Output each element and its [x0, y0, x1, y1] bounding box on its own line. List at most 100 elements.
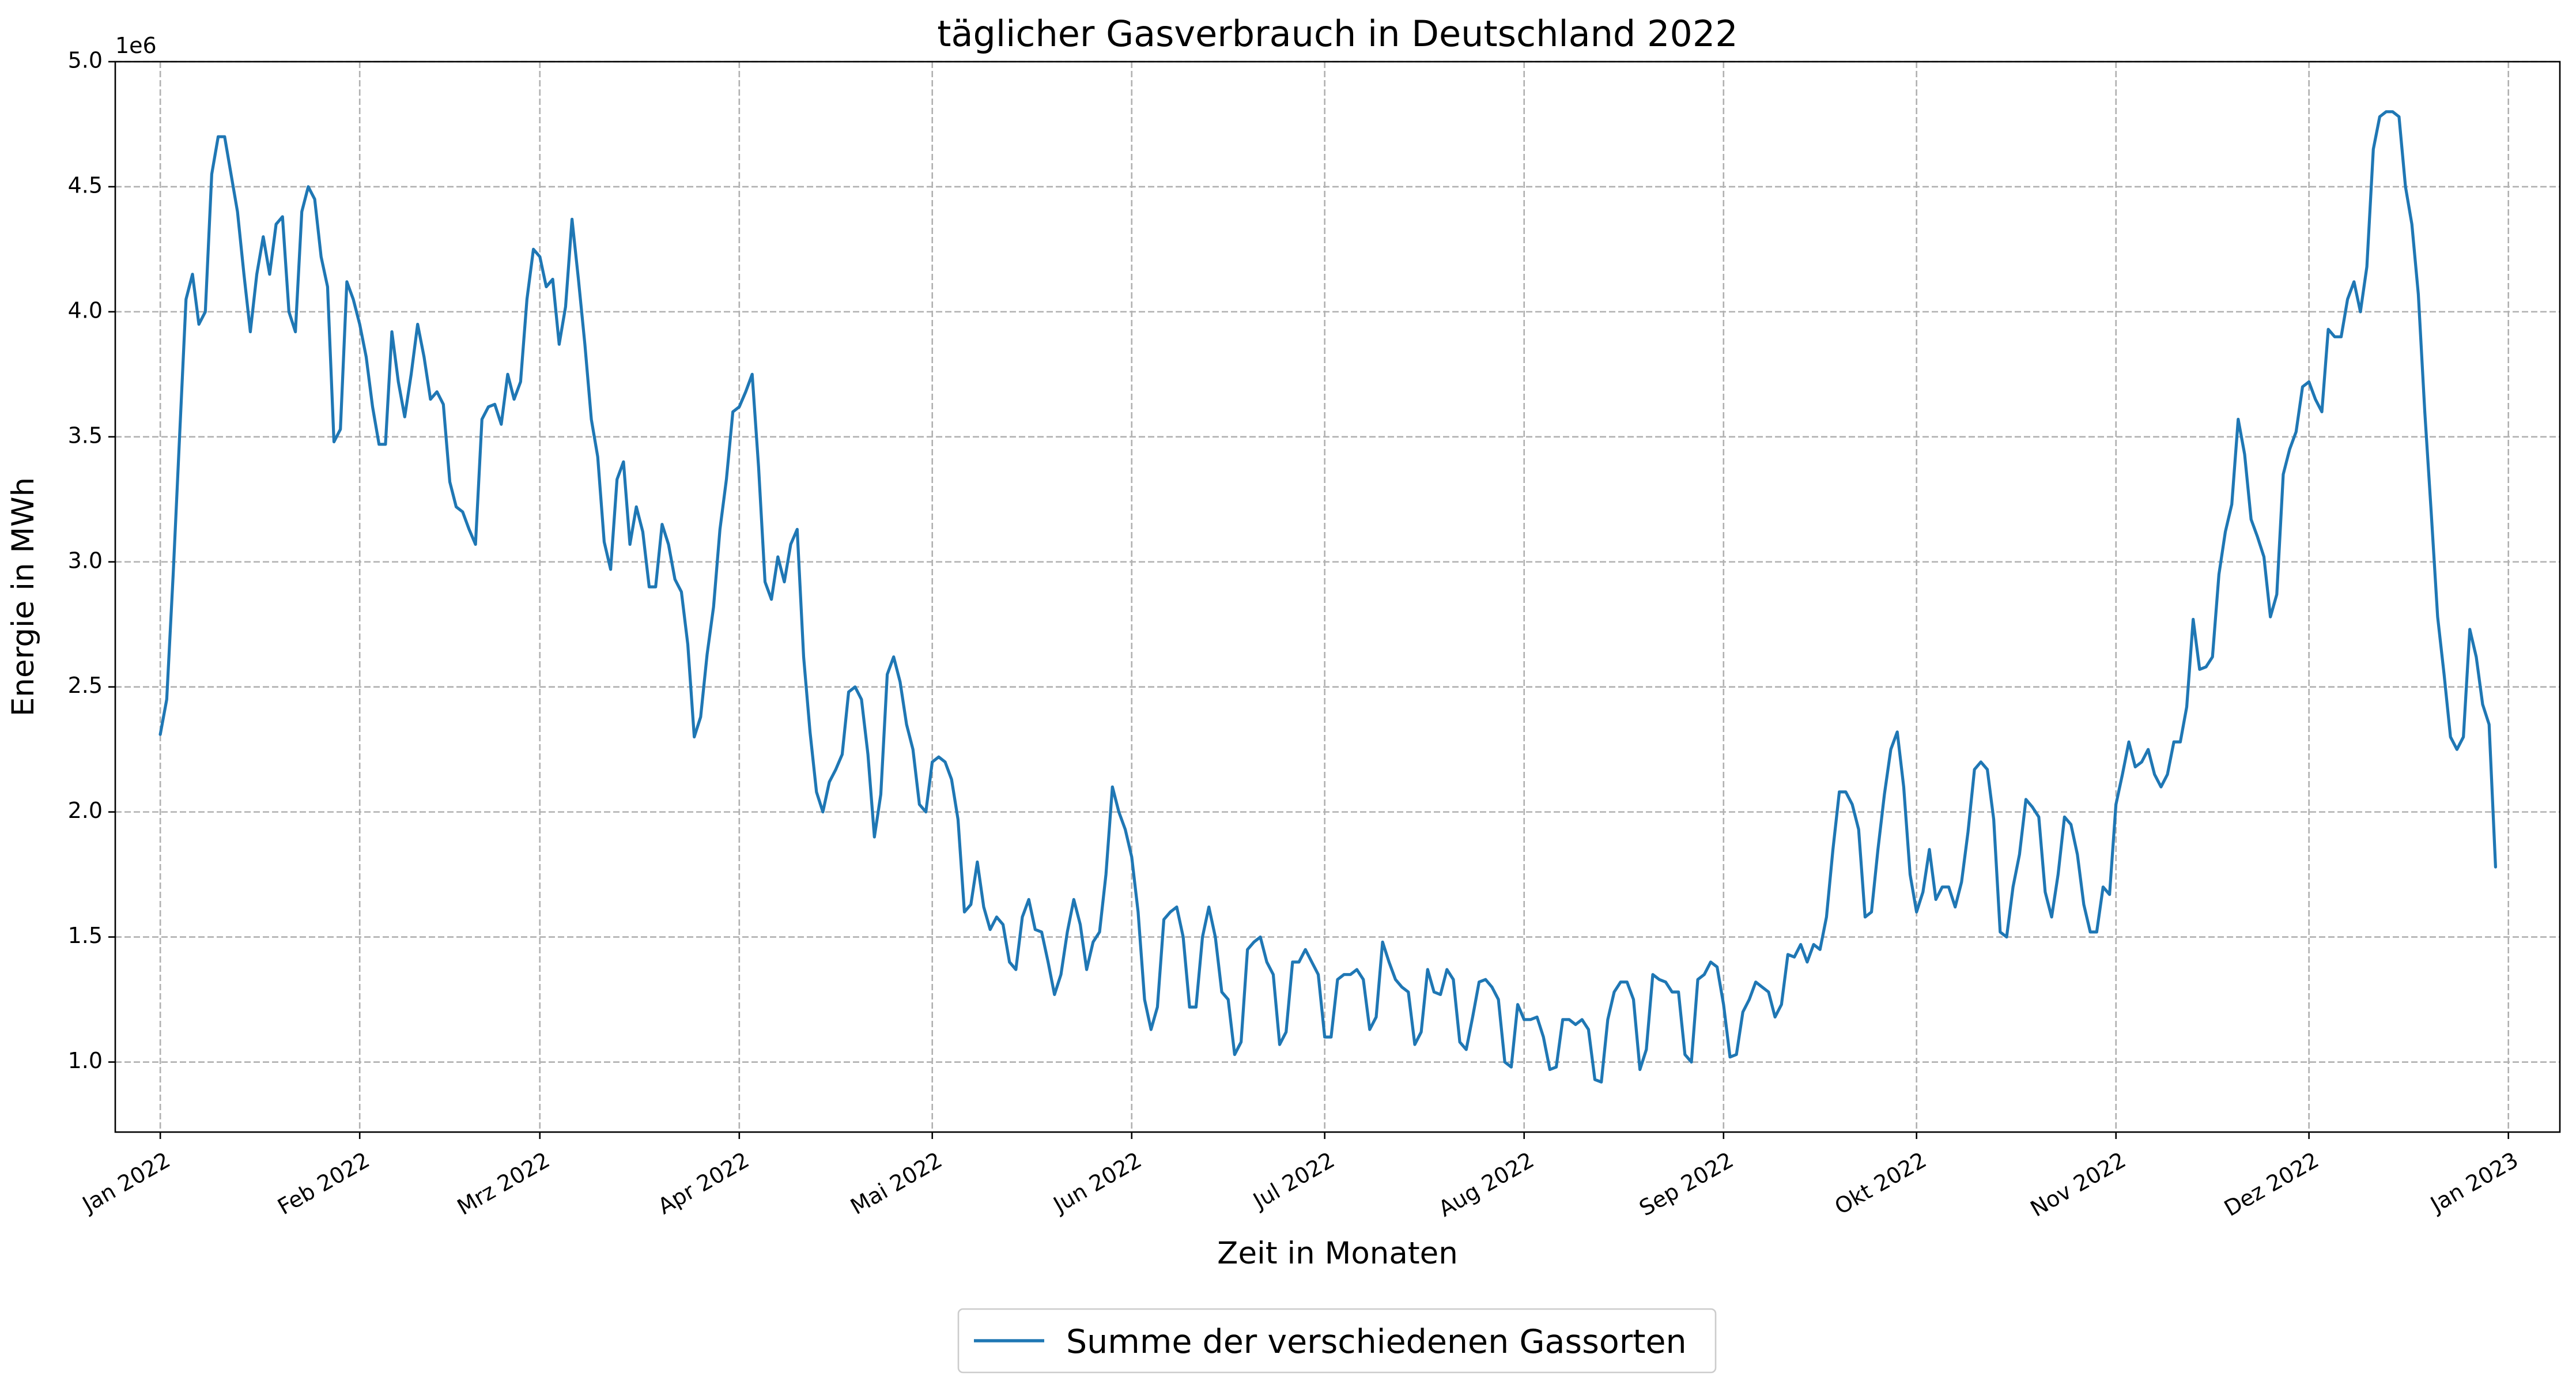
data-point: [1851, 803, 1854, 806]
data-point: [982, 906, 985, 908]
data-point: [2391, 110, 2394, 113]
data-point: [2031, 805, 2034, 808]
data-point: [2173, 741, 2175, 744]
data-point: [2018, 853, 2021, 856]
data-point: [1117, 810, 1120, 813]
y-axis-label: Energie in MWh: [6, 477, 41, 716]
data-point: [1336, 978, 1339, 981]
x-tick-label: Aug 2022: [1434, 1147, 1538, 1222]
data-point: [937, 756, 940, 759]
data-point: [2121, 773, 2124, 776]
data-point: [1523, 1018, 1525, 1021]
data-point: [500, 423, 503, 426]
data-point: [1606, 1018, 1609, 1021]
data-point: [1091, 941, 1094, 944]
data-point: [2218, 573, 2220, 576]
data-point: [384, 443, 387, 446]
data-point: [1329, 1036, 1332, 1039]
data-point: [1252, 941, 1255, 944]
data-point: [1002, 923, 1004, 926]
data-point: [1742, 1010, 1744, 1013]
data-point: [1915, 911, 1918, 914]
data-point: [1278, 1043, 1281, 1046]
data-point: [943, 760, 946, 763]
data-point: [2456, 748, 2458, 751]
data-point: [552, 278, 554, 281]
data-point: [294, 330, 297, 333]
data-point: [873, 835, 876, 838]
data-point: [1677, 990, 1680, 993]
data-point: [1195, 1006, 1198, 1009]
data-point: [229, 173, 232, 176]
data-point: [1645, 1048, 1648, 1051]
data-point: [1980, 760, 1982, 763]
data-point: [2082, 903, 2085, 906]
data-point: [2192, 618, 2194, 621]
data-point: [2179, 741, 2182, 744]
data-point: [262, 235, 265, 238]
data-point: [1709, 960, 1712, 963]
data-point: [1059, 973, 1062, 976]
data-point: [1079, 923, 1082, 926]
data-point: [2147, 748, 2150, 751]
data-point: [461, 510, 464, 513]
data-point: [1774, 1016, 1777, 1019]
data-point: [731, 410, 734, 413]
x-tick-label: Mai 2022: [846, 1147, 946, 1220]
data-point: [1567, 1018, 1570, 1021]
data-point: [2275, 593, 2278, 596]
data-point: [1896, 730, 1899, 733]
plot-frame: [114, 61, 2561, 1133]
x-tick-label: Dez 2022: [2220, 1147, 2323, 1221]
data-point: [1085, 968, 1088, 971]
data-point: [1671, 990, 1674, 993]
data-point: [1870, 911, 1873, 914]
data-point: [1047, 960, 1049, 963]
data-point: [2063, 816, 2066, 819]
data-point: [1452, 978, 1455, 981]
data-point: [2494, 866, 2497, 869]
data-point: [2436, 616, 2439, 618]
data-point: [1233, 1053, 1236, 1056]
series-line: [158, 110, 2497, 1084]
data-point: [2269, 616, 2272, 618]
data-point: [1780, 1003, 1783, 1006]
data-point: [1876, 848, 1879, 851]
data-point: [1600, 1081, 1603, 1084]
data-point: [1838, 790, 1841, 793]
data-point: [268, 273, 271, 276]
data-point: [1008, 960, 1011, 963]
data-point: [217, 135, 220, 138]
data-point: [1259, 936, 1261, 938]
data-point: [674, 578, 677, 581]
data-point: [442, 403, 445, 406]
data-point: [790, 543, 792, 546]
data-point: [629, 543, 632, 546]
data-point: [744, 390, 747, 393]
data-point: [487, 405, 490, 408]
y-tick-label: 3.0: [68, 548, 103, 573]
data-point: [1246, 948, 1249, 951]
data-point: [1272, 973, 1275, 976]
data-point: [410, 373, 413, 376]
y-tick-label: 2.5: [68, 673, 103, 698]
data-point: [1529, 1018, 1532, 1021]
data-point: [255, 273, 258, 276]
data-point: [1420, 1031, 1423, 1034]
data-point: [243, 273, 245, 276]
data-point: [622, 461, 625, 463]
data-point: [1728, 1055, 1731, 1058]
data-point: [1561, 1018, 1564, 1021]
data-point: [2166, 773, 2169, 776]
data-point: [725, 478, 728, 481]
data-point: [1221, 990, 1223, 993]
data-point: [892, 655, 895, 658]
data-point: [198, 323, 201, 326]
x-tick-label: Sep 2022: [1635, 1147, 1738, 1221]
data-point: [1825, 915, 1828, 918]
data-point: [1960, 881, 1963, 884]
data-point: [2237, 418, 2239, 421]
x-axis-label: Zeit in Monaten: [1217, 1236, 1458, 1271]
data-point: [1105, 873, 1108, 876]
data-point: [2102, 885, 2105, 888]
